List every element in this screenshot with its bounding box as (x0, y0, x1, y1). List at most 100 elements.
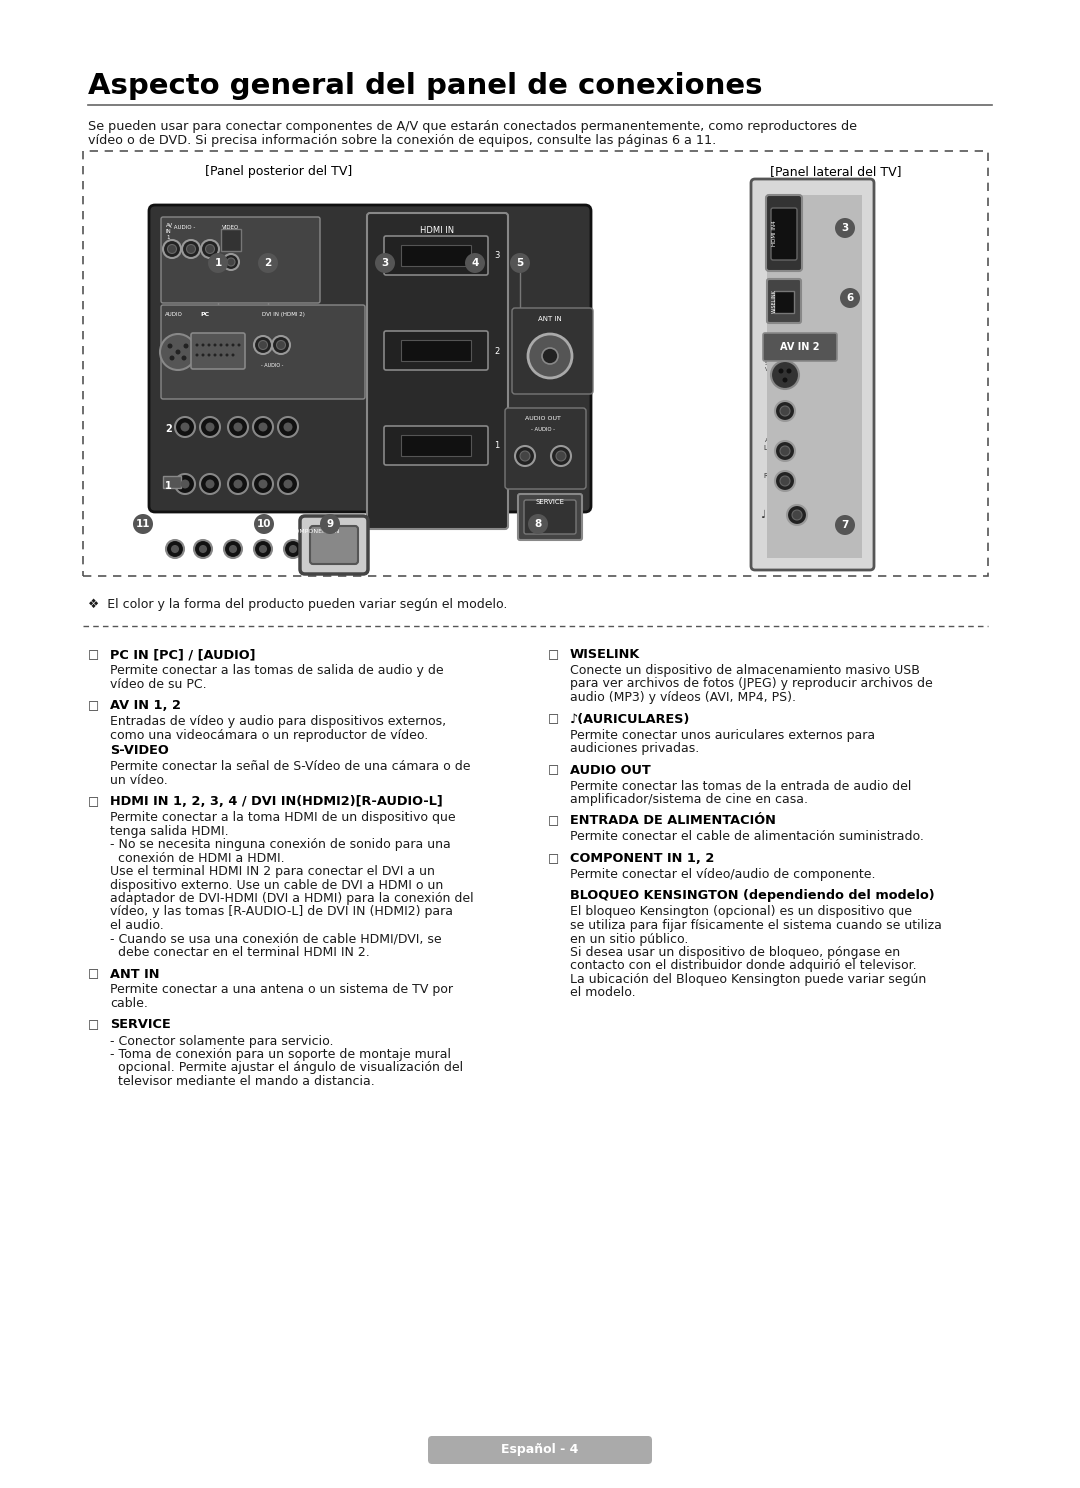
FancyBboxPatch shape (191, 333, 245, 369)
Circle shape (175, 350, 180, 354)
Circle shape (780, 476, 789, 487)
Text: Permite conectar el cable de alimentación suministrado.: Permite conectar el cable de alimentació… (570, 830, 923, 844)
Bar (767, 195, 862, 558)
Circle shape (180, 479, 189, 488)
FancyBboxPatch shape (518, 494, 582, 540)
FancyBboxPatch shape (384, 330, 488, 371)
FancyBboxPatch shape (384, 426, 488, 464)
Text: 6: 6 (847, 293, 853, 304)
Text: HDMI IN4: HDMI IN4 (772, 220, 777, 246)
Circle shape (254, 540, 272, 558)
Text: adaptador de DVI-HDMI (DVI a HDMI) para la conexión del: adaptador de DVI-HDMI (DVI a HDMI) para … (110, 891, 474, 905)
Text: tenga salida HDMI.: tenga salida HDMI. (110, 824, 229, 838)
Bar (774, 292, 794, 312)
Circle shape (835, 515, 855, 536)
Text: La ubicación del Bloqueo Kensington puede variar según: La ubicación del Bloqueo Kensington pued… (570, 973, 927, 987)
Text: S-
VIDEO: S- VIDEO (765, 362, 782, 372)
Circle shape (510, 253, 530, 272)
Circle shape (780, 406, 789, 417)
Circle shape (163, 240, 181, 257)
Circle shape (283, 479, 293, 488)
Text: opcional. Permite ajustar el ángulo de visualización del: opcional. Permite ajustar el ángulo de v… (110, 1061, 463, 1074)
Circle shape (202, 354, 204, 357)
Circle shape (219, 344, 222, 347)
Bar (221, 229, 241, 251)
Circle shape (133, 513, 153, 534)
Text: S-VIDEO: S-VIDEO (110, 744, 168, 757)
Circle shape (205, 479, 215, 488)
FancyBboxPatch shape (149, 205, 591, 512)
Circle shape (783, 378, 787, 382)
Text: VIDEO: VIDEO (767, 399, 787, 405)
Text: PC IN [PC] / [AUDIO]: PC IN [PC] / [AUDIO] (110, 647, 256, 661)
Text: AUDIO OUT: AUDIO OUT (525, 417, 561, 421)
Circle shape (258, 341, 268, 350)
Text: □: □ (87, 1018, 99, 1031)
Text: 1: 1 (165, 481, 172, 491)
Bar (401, 339, 471, 362)
Text: R: R (762, 473, 768, 479)
Text: ① - AUDIO -: ① - AUDIO - (165, 530, 197, 534)
Text: en un sitio público.: en un sitio público. (570, 933, 688, 945)
Text: audiciones privadas.: audiciones privadas. (570, 743, 699, 754)
Circle shape (194, 540, 212, 558)
Circle shape (166, 540, 184, 558)
Text: □: □ (548, 647, 559, 661)
FancyBboxPatch shape (524, 500, 576, 534)
Text: SERVICE: SERVICE (536, 498, 565, 504)
Text: 3: 3 (841, 223, 849, 234)
FancyBboxPatch shape (505, 408, 586, 490)
Circle shape (214, 344, 216, 347)
Circle shape (200, 417, 220, 437)
Circle shape (775, 400, 795, 421)
Circle shape (222, 254, 239, 269)
Text: ♪(AURICULARES): ♪(AURICULARES) (570, 713, 690, 726)
Text: Se pueden usar para conectar componentes de A/V que estarán conectados permanent: Se pueden usar para conectar componentes… (87, 121, 858, 132)
Circle shape (519, 451, 530, 461)
Text: HDMI IN 1, 2, 3, 4 / DVI IN(HDMI2)[R-AUDIO-L]: HDMI IN 1, 2, 3, 4 / DVI IN(HDMI2)[R-AUD… (110, 795, 443, 808)
Text: □: □ (87, 967, 99, 981)
Circle shape (205, 244, 215, 253)
Circle shape (258, 423, 268, 432)
Text: □: □ (87, 795, 99, 808)
Text: Permite conectar el vídeo/audio de componente.: Permite conectar el vídeo/audio de compo… (570, 868, 876, 881)
Text: Aspecto general del panel de conexiones: Aspecto general del panel de conexiones (87, 71, 762, 100)
Text: - AUDIO -: - AUDIO - (260, 363, 283, 368)
Text: Conecte un dispositivo de almacenamiento masivo USB: Conecte un dispositivo de almacenamiento… (570, 664, 920, 677)
Text: Permite conectar unos auriculares externos para: Permite conectar unos auriculares extern… (570, 729, 875, 741)
FancyBboxPatch shape (767, 278, 801, 323)
FancyBboxPatch shape (428, 1436, 652, 1464)
Circle shape (228, 475, 248, 494)
Text: WISELINK: WISELINK (570, 647, 640, 661)
Circle shape (219, 354, 222, 357)
Text: AV IN 1, 2: AV IN 1, 2 (110, 699, 181, 711)
Text: vídeo o de DVD. Si precisa información sobre la conexión de equipos, consulte la: vídeo o de DVD. Si precisa información s… (87, 134, 716, 147)
FancyBboxPatch shape (310, 525, 357, 564)
Text: COMPONENT IN: COMPONENT IN (291, 530, 339, 534)
Circle shape (187, 244, 195, 253)
Circle shape (345, 540, 362, 558)
Circle shape (226, 354, 229, 357)
Bar (401, 434, 471, 455)
Circle shape (231, 344, 234, 347)
Text: AUDIO: AUDIO (165, 312, 183, 317)
Circle shape (775, 472, 795, 491)
FancyBboxPatch shape (762, 333, 837, 362)
Circle shape (780, 446, 789, 455)
Text: Español - 4: Español - 4 (501, 1443, 579, 1457)
Text: □: □ (548, 814, 559, 827)
Text: 1: 1 (214, 257, 221, 268)
Text: AUDIO OUT: AUDIO OUT (570, 763, 651, 777)
Text: para ver archivos de fotos (JPEG) y reproducir archivos de: para ver archivos de fotos (JPEG) y repr… (570, 677, 933, 690)
FancyBboxPatch shape (367, 213, 508, 530)
Circle shape (289, 545, 297, 554)
Text: el audio.: el audio. (110, 920, 164, 931)
Circle shape (202, 344, 204, 347)
Text: El bloqueo Kensington (opcional) es un dispositivo que: El bloqueo Kensington (opcional) es un d… (570, 906, 912, 918)
FancyBboxPatch shape (161, 217, 320, 304)
Circle shape (199, 545, 207, 554)
Circle shape (233, 423, 243, 432)
Text: □: □ (548, 853, 559, 865)
FancyBboxPatch shape (766, 195, 802, 271)
FancyBboxPatch shape (512, 308, 593, 394)
